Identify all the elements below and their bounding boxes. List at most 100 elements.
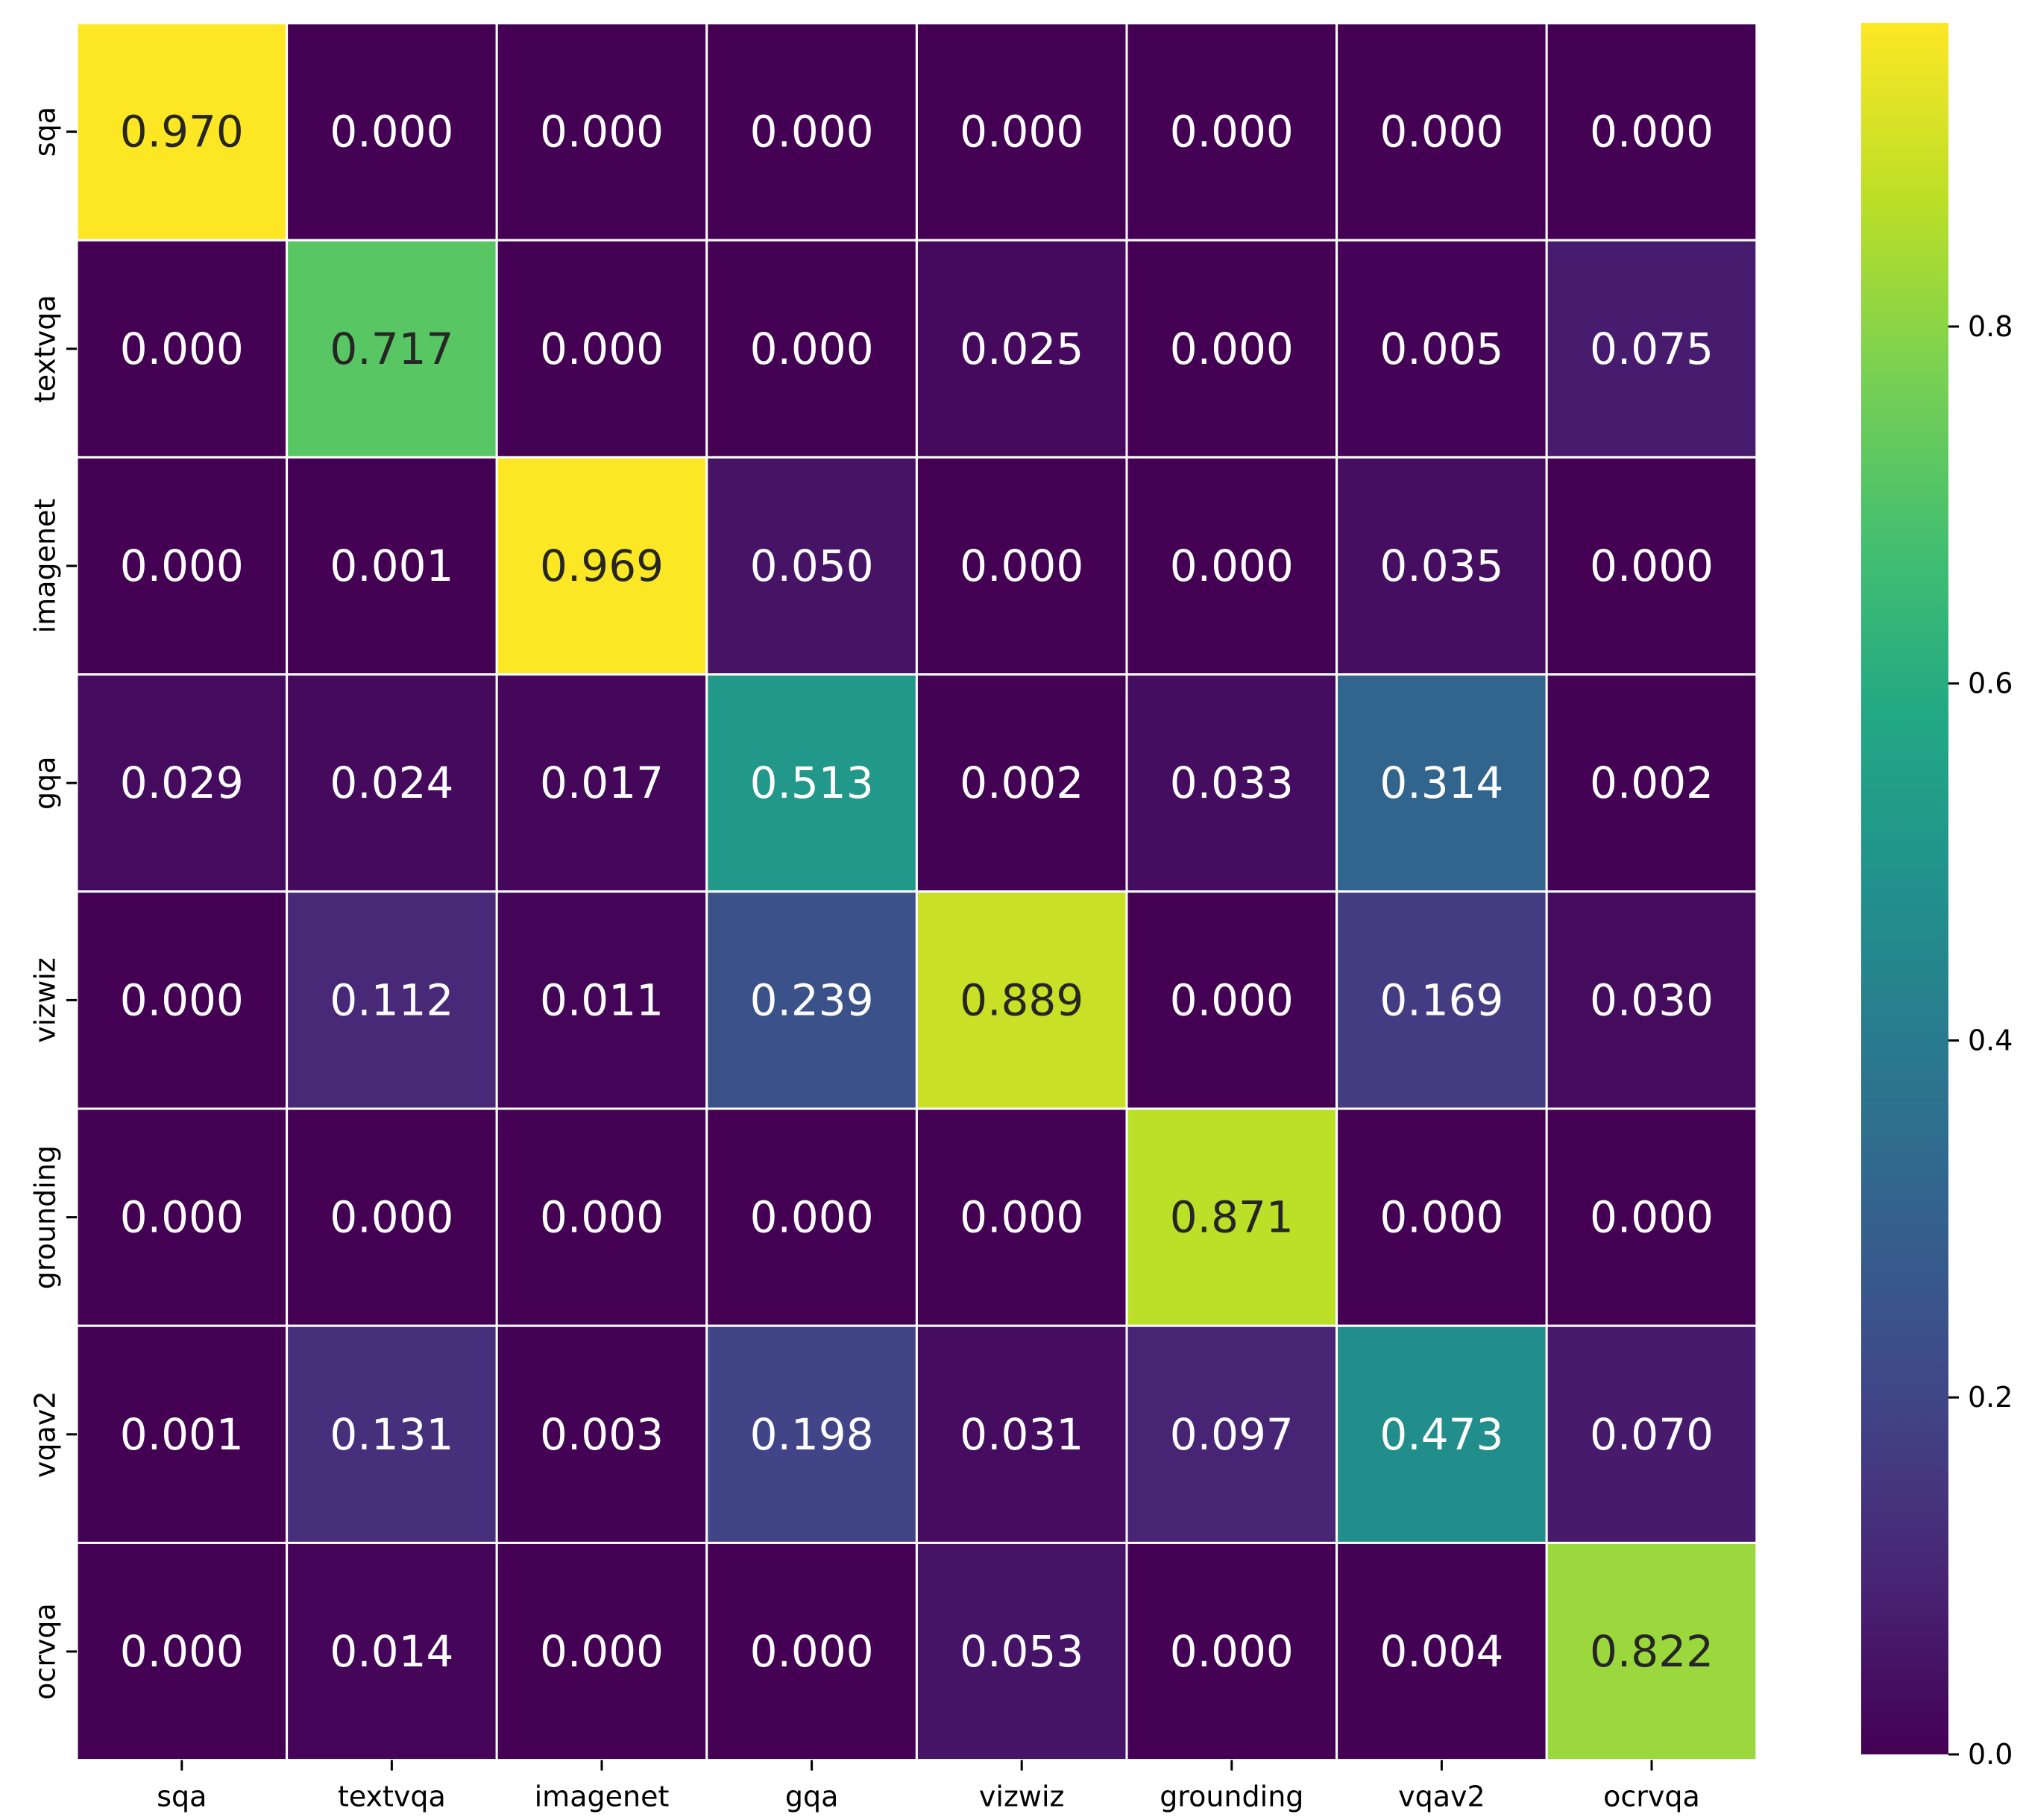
y-tick-label: ocrvqa xyxy=(29,1603,62,1700)
heatmap-cell-imagenet-gqa xyxy=(705,456,918,676)
heatmap-cell-gqa-vizwiz xyxy=(915,673,1128,893)
heatmap-cell-imagenet-grounding xyxy=(1125,456,1338,676)
cell-value-label: 0.000 xyxy=(120,324,244,374)
colorbar: 0.0 0.2 0.4 0.6 0.8 xyxy=(1861,23,2013,1771)
cell-value-label: 0.000 xyxy=(330,1192,453,1243)
x-tick-label: textvqa xyxy=(338,1780,446,1813)
y-tick-label: grounding xyxy=(29,1145,62,1289)
x-tick-label: imagenet xyxy=(535,1780,670,1813)
x-tick-label: vizwiz xyxy=(979,1780,1065,1813)
cell-value-label: 0.513 xyxy=(750,758,874,808)
heatmap-cell-ocrvqa-textvqa xyxy=(286,1541,498,1762)
y-tick-label: imagenet xyxy=(29,499,62,634)
cell-value-label: 0.033 xyxy=(1170,758,1294,808)
cell-value-label: 0.000 xyxy=(960,541,1083,591)
cell-value-label: 0.000 xyxy=(540,324,664,374)
cell-value-label: 0.889 xyxy=(960,974,1083,1025)
cell-value-label: 0.025 xyxy=(960,324,1083,374)
cell-value-label: 0.000 xyxy=(750,1192,874,1243)
y-tick-label: sqa xyxy=(29,107,62,157)
cell-value-label: 0.000 xyxy=(1170,1626,1294,1677)
cell-value-label: 0.003 xyxy=(540,1409,664,1460)
heatmap-cell-vizwiz-gqa xyxy=(705,890,918,1110)
heatmap-cell-textvqa-vizwiz xyxy=(915,239,1128,459)
cell-value-label: 0.011 xyxy=(540,974,664,1025)
heatmap-cell-gqa-sqa xyxy=(75,673,289,893)
cell-value-label: 0.075 xyxy=(1590,324,1714,374)
cell-value-label: 0.000 xyxy=(540,107,664,157)
cell-value-label: 0.024 xyxy=(330,758,453,808)
cell-value-label: 0.001 xyxy=(120,1409,244,1460)
cell-value-label: 0.030 xyxy=(1590,974,1714,1025)
heatmap-cell-grounding-ocrvqa xyxy=(1545,1107,1758,1327)
cell-value-label: 0.822 xyxy=(1590,1626,1714,1677)
cell-value-label: 0.000 xyxy=(1590,107,1714,157)
cell-value-label: 0.314 xyxy=(1379,758,1503,808)
heatmap-cell-sqa-imagenet xyxy=(495,22,708,242)
y-tick-label: gqa xyxy=(29,756,62,810)
heatmap-cell-vqav2-sqa xyxy=(75,1324,289,1544)
y-axis: sqa textvqa imagenet gqa vizwiz grounding vqav… xyxy=(29,107,77,1700)
colorbar-tick-label: 0.6 xyxy=(1968,667,2013,700)
cell-value-label: 0.000 xyxy=(330,107,453,157)
heatmap-cell-vizwiz-imagenet xyxy=(495,890,708,1110)
heatmap-cell-vqav2-vizwiz xyxy=(915,1324,1128,1544)
cell-value-label: 0.970 xyxy=(120,107,244,157)
colorbar-tick-label: 0.0 xyxy=(1968,1738,2013,1771)
heatmap-cell-vizwiz-vqav2 xyxy=(1335,890,1548,1110)
cell-value-label: 0.169 xyxy=(1379,974,1503,1025)
cell-value-label: 0.000 xyxy=(540,1192,664,1243)
cell-value-label: 0.002 xyxy=(960,758,1083,808)
heatmap-cell-imagenet-vizwiz xyxy=(915,456,1128,676)
cell-value-label: 0.112 xyxy=(330,974,453,1025)
heatmap-cell-gqa-gqa xyxy=(705,673,918,893)
cell-value-label: 0.001 xyxy=(330,541,453,591)
x-axis: sqa textvqa imagenet gqa vizwiz grounding vqav… xyxy=(157,1760,1700,1813)
cell-value-label: 0.000 xyxy=(960,1192,1083,1243)
cell-value-label: 0.000 xyxy=(1170,107,1294,157)
cell-value-label: 0.014 xyxy=(330,1626,453,1677)
heatmap-cell-textvqa-grounding xyxy=(1125,239,1338,459)
x-tick-label: sqa xyxy=(157,1780,207,1813)
cell-value-label: 0.070 xyxy=(1590,1409,1714,1460)
heatmap-cell-vqav2-ocrvqa xyxy=(1545,1324,1758,1544)
cell-value-label: 0.004 xyxy=(1379,1626,1503,1677)
colorbar-tick-label: 0.2 xyxy=(1968,1381,2013,1414)
cell-value-label: 0.000 xyxy=(120,541,244,591)
cell-value-label: 0.035 xyxy=(1379,541,1503,591)
y-tick-label: vizwiz xyxy=(29,957,62,1043)
heatmap-cell-textvqa-textvqa xyxy=(286,239,498,459)
x-tick-label: vqav2 xyxy=(1398,1780,1485,1813)
heatmap-cell-vqav2-imagenet xyxy=(495,1324,708,1544)
cell-value-label: 0.000 xyxy=(1379,107,1503,157)
heatmap-cell-sqa-gqa xyxy=(705,22,918,242)
cell-value-label: 0.131 xyxy=(330,1409,453,1460)
cell-value-label: 0.000 xyxy=(750,1626,874,1677)
cell-value-label: 0.000 xyxy=(1379,1192,1503,1243)
cell-value-label: 0.000 xyxy=(540,1626,664,1677)
cell-value-label: 0.005 xyxy=(1379,324,1503,374)
cell-value-label: 0.000 xyxy=(1590,1192,1714,1243)
heatmap-cell-grounding-grounding xyxy=(1125,1107,1338,1327)
x-tick-label: ocrvqa xyxy=(1603,1780,1700,1813)
heatmap-cells xyxy=(75,22,1758,1762)
heatmap-cell-vqav2-vqav2 xyxy=(1335,1324,1548,1544)
heatmap-cell-sqa-ocrvqa xyxy=(1545,22,1758,242)
cell-value-label: 0.053 xyxy=(960,1626,1083,1677)
cell-annotations: 0.970 0.000 0.000 0.000 0.000 0.000 0.000 0.000… xyxy=(120,107,1714,1677)
heatmap-cell-imagenet-ocrvqa xyxy=(1545,456,1758,676)
cell-value-label: 0.000 xyxy=(1170,974,1294,1025)
cell-value-label: 0.000 xyxy=(750,324,874,374)
cell-value-label: 0.239 xyxy=(750,974,874,1025)
heatmap-cell-vizwiz-grounding xyxy=(1125,890,1338,1110)
heatmap-cell-sqa-vizwiz xyxy=(915,22,1128,242)
cell-value-label: 0.473 xyxy=(1379,1409,1503,1460)
y-tick-label: textvqa xyxy=(29,295,62,403)
heatmap-cell-vqav2-grounding xyxy=(1125,1324,1338,1544)
cell-value-label: 0.000 xyxy=(120,974,244,1025)
y-tick-label: vqav2 xyxy=(29,1391,62,1479)
cell-value-label: 0.000 xyxy=(1170,324,1294,374)
heatmap-cell-textvqa-ocrvqa xyxy=(1545,239,1758,459)
heatmap-cell-vizwiz-vizwiz xyxy=(915,890,1128,1110)
